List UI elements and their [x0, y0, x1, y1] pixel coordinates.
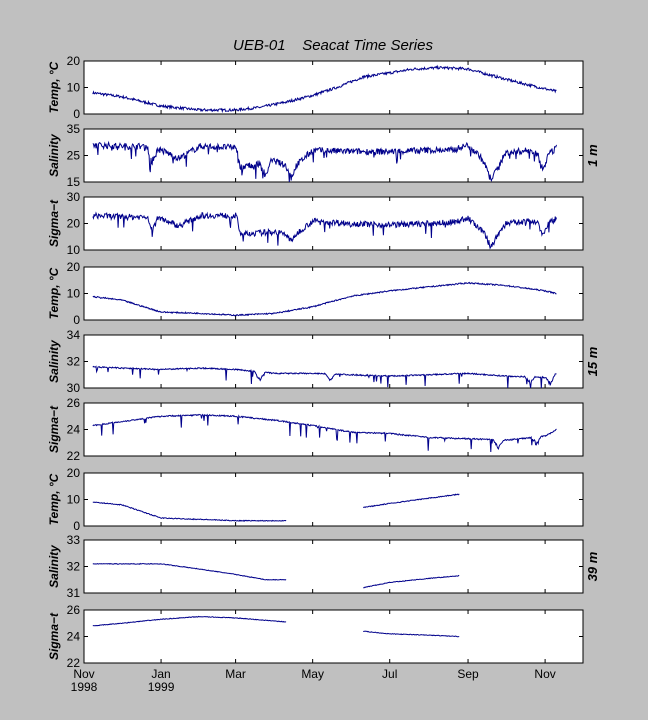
panel-1-ylabel: Temp, °C	[47, 61, 61, 113]
panel-1-ytick-label: 0	[73, 107, 80, 121]
panel-9-series-line-1	[92, 615, 287, 627]
panel-1-ytick-label: 10	[67, 81, 81, 95]
panel-6-ytick-label: 26	[67, 396, 81, 410]
panel-7-ytick-label: 0	[73, 519, 80, 533]
panel-8-series-line-2	[363, 574, 460, 589]
panel-8-ytick-label: 31	[67, 586, 81, 600]
panel-8-ytick-label: 33	[67, 533, 81, 547]
panel-7-ylabel: Temp, °C	[47, 473, 61, 525]
panel-9-series-line-2	[363, 630, 460, 638]
panel-7-ytick-label: 10	[67, 493, 81, 507]
xtick-label: Nov	[534, 667, 555, 681]
panel-2-ytick-label: 35	[67, 122, 81, 136]
depth-label: 15 m	[585, 346, 600, 376]
panel-3-series-line	[92, 211, 557, 250]
panel-5-ytick-label: 30	[67, 381, 81, 395]
panel-5-ytick-label: 34	[67, 328, 81, 342]
xtick-label: Jan	[151, 667, 170, 681]
panel-9-ytick-label: 24	[67, 630, 81, 644]
panel-3-ytick-label: 20	[67, 217, 81, 231]
panel-5-axes	[83, 334, 584, 389]
depth-label: 1 m	[585, 144, 600, 167]
panel-2-ytick-label: 15	[67, 175, 81, 189]
panel-7-series-line-1	[92, 501, 287, 522]
panel-4-ytick-label: 10	[67, 287, 81, 301]
panel-9-ytick-label: 26	[67, 603, 81, 617]
panel-6-ytick-label: 24	[67, 423, 81, 437]
panel-4-ytick-label: 0	[73, 313, 80, 327]
xtick-label: Mar	[225, 667, 246, 681]
panel-8-axes	[83, 539, 584, 594]
panel-5-ylabel: Salinity	[47, 339, 61, 383]
panel-8-ytick-label: 32	[67, 560, 81, 574]
panel-3-ytick-label: 30	[67, 190, 81, 204]
panel-9-ylabel: Sigma−t	[47, 612, 61, 660]
panel-6-ytick-label: 22	[67, 449, 81, 463]
panel-7-series-line-2	[362, 493, 460, 509]
panel-1-series-line	[92, 64, 557, 114]
panel-3-ytick-label: 10	[67, 243, 81, 257]
panel-2-ytick-label: 25	[67, 149, 81, 163]
xtick-year-label: 1999	[148, 680, 175, 694]
panel-5-ytick-label: 32	[67, 355, 81, 369]
panel-3-axes	[83, 196, 584, 251]
panel-7-axes	[83, 472, 584, 527]
panel-2-series-line	[92, 140, 557, 183]
panel-6-ylabel: Sigma−t	[47, 405, 61, 453]
panel-4-ytick-label: 20	[67, 260, 81, 274]
panel-7-ytick-label: 20	[67, 466, 81, 480]
panel-9-axes	[83, 609, 584, 664]
xtick-year-label: 1998	[71, 680, 98, 694]
panel-9-ytick-label: 22	[67, 656, 81, 670]
xtick-label: May	[301, 667, 324, 681]
panel-3-ylabel: Sigma−t	[47, 199, 61, 247]
panel-2-ylabel: Salinity	[47, 133, 61, 177]
xtick-label: Jul	[382, 667, 397, 681]
panel-5-series-line	[92, 365, 557, 389]
panel-6-series-line	[92, 413, 557, 453]
panel-1-ytick-label: 20	[67, 54, 81, 68]
depth-label: 39 m	[585, 551, 600, 581]
panel-4-axes	[83, 266, 584, 321]
panel-8-series-line-1	[92, 562, 287, 581]
xtick-label: Nov	[73, 667, 94, 681]
panel-4-ylabel: Temp, °C	[47, 267, 61, 319]
figure-title: UEB-01 Seacat Time Series	[233, 37, 433, 54]
panel-8-ylabel: Salinity	[47, 544, 61, 588]
xtick-label: Sep	[457, 667, 479, 681]
panel-4-series-line	[92, 281, 557, 317]
